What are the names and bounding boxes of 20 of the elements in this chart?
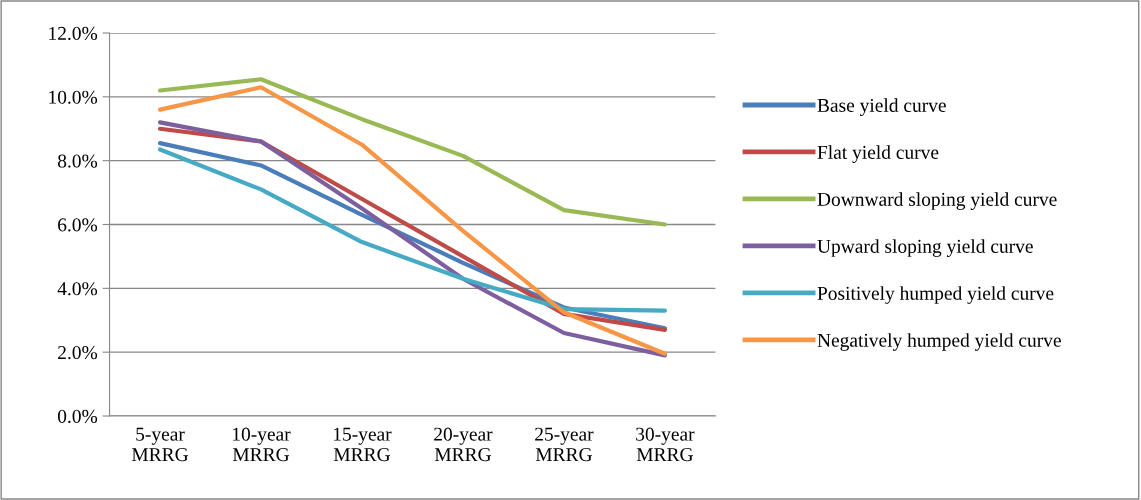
legend-label: Positively humped yield curve: [817, 286, 1054, 304]
legend-label: Base yield curve: [817, 98, 946, 116]
x-tick-label: 10-year MRRG: [232, 427, 291, 462]
y-tick-label: 4.0%: [57, 282, 98, 296]
y-tick-label: 0.0%: [57, 409, 98, 424]
x-tick-label: 15-year MRRG: [333, 427, 392, 462]
y-tick-label: 2.0%: [58, 345, 98, 360]
x-tick-label: 5-year MRRG: [131, 427, 189, 462]
y-tick-label: 8.0%: [57, 154, 98, 168]
legend-label: Flat yield curve: [817, 145, 939, 163]
legend-label: Downward sloping yield curve: [817, 192, 1057, 210]
y-tick-label: 6.0%: [58, 218, 98, 232]
y-tick-label: 12.0%: [49, 26, 98, 41]
x-tick-label: 25-year MRRG: [535, 427, 594, 462]
x-tick-label: 30-year MRRG: [636, 427, 695, 462]
line-series: [157, 77, 668, 227]
legend-label: Upward sloping yield curve: [817, 239, 1033, 257]
y-tick-label: 10.0%: [49, 90, 98, 104]
legend-label: Negatively humped yield curve: [817, 333, 1061, 351]
x-tick-label: 20-year MRRG: [434, 427, 493, 462]
